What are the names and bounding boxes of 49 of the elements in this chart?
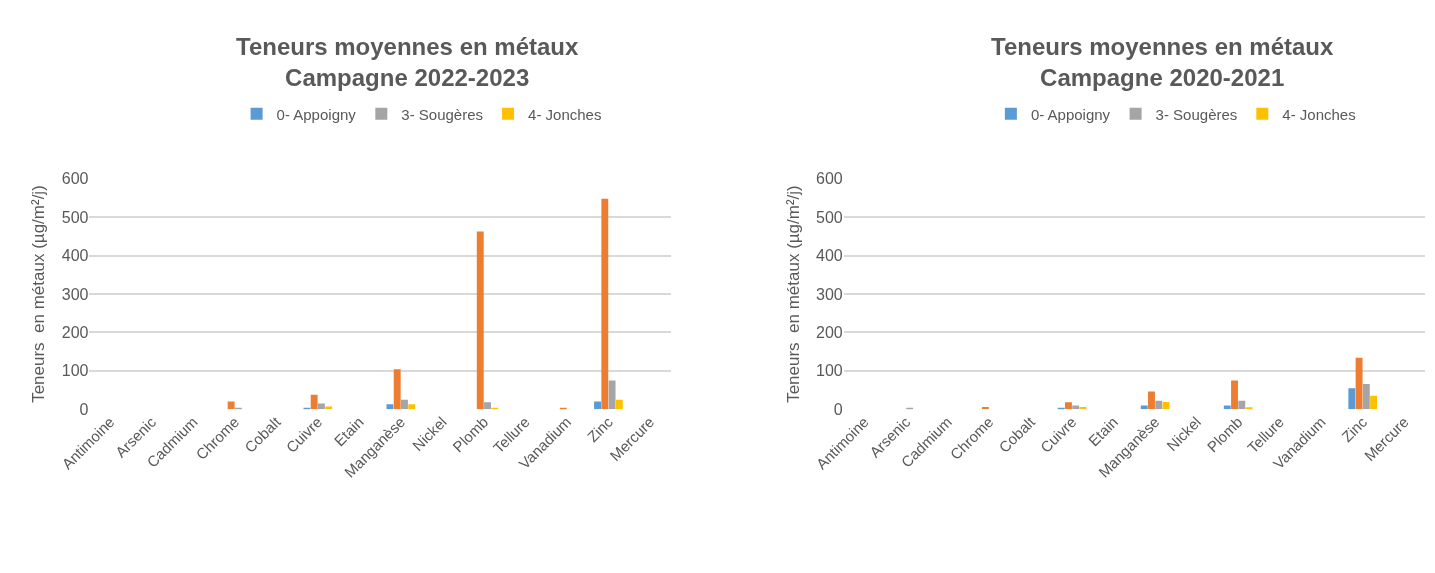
bar <box>393 369 401 410</box>
bar <box>615 399 623 410</box>
y-tick-label: 100 <box>61 362 89 380</box>
y-tick-label: 400 <box>816 247 843 265</box>
y-tick-label: 100 <box>816 362 843 380</box>
bar <box>1231 380 1238 410</box>
legend-label: 0- Appoigny <box>1030 105 1111 123</box>
y-tick-label: 200 <box>816 324 843 342</box>
bar <box>401 399 408 410</box>
bar <box>1223 405 1231 410</box>
bar <box>1355 357 1363 410</box>
y-tick-label: 0 <box>833 400 843 418</box>
legend-label: 0- Appoigny <box>276 105 357 123</box>
bar <box>1238 400 1246 410</box>
y-tick-label: 300 <box>61 285 89 303</box>
bar <box>386 404 394 410</box>
y-tick-label: 600 <box>61 170 89 188</box>
bar <box>1140 405 1148 410</box>
y-tick-label: 500 <box>61 208 89 226</box>
bar <box>1245 407 1253 410</box>
legend-label: 3- Sougères <box>401 105 484 123</box>
bar <box>1362 383 1370 410</box>
bar <box>408 404 416 410</box>
y-tick-label: 600 <box>816 170 843 188</box>
bar <box>601 198 609 410</box>
bar <box>484 402 491 410</box>
bar <box>227 401 235 410</box>
legend-label: 3- Sougères <box>1155 105 1238 123</box>
y-axis-title: Teneurs en métaux (µg/m²/j) <box>29 185 49 403</box>
chart-title: Teneurs moyennes en métaux Campagne 2022-2023 <box>236 33 579 92</box>
bar <box>476 231 484 410</box>
y-axis-title: Teneurs en métaux (µg/m²/j) <box>783 185 803 403</box>
y-tick-label: 300 <box>816 285 843 303</box>
y-tick-label: 200 <box>61 324 89 342</box>
bar <box>608 380 616 410</box>
bar <box>1072 405 1080 410</box>
bar <box>594 401 601 410</box>
bar <box>310 394 318 410</box>
bar <box>1155 400 1163 410</box>
bar <box>1148 391 1155 410</box>
bar <box>1065 402 1072 410</box>
legend-label: 4- Jonches <box>528 105 602 123</box>
y-tick-label: 500 <box>816 208 843 226</box>
bar <box>1348 388 1356 410</box>
legend-label: 4- Jonches <box>1282 105 1356 123</box>
bar <box>1370 395 1378 410</box>
chart-title: Teneurs moyennes en métaux Campagne 2020-2021 <box>991 33 1334 92</box>
y-tick-label: 400 <box>61 247 89 265</box>
y-tick-label: 0 <box>79 400 89 418</box>
